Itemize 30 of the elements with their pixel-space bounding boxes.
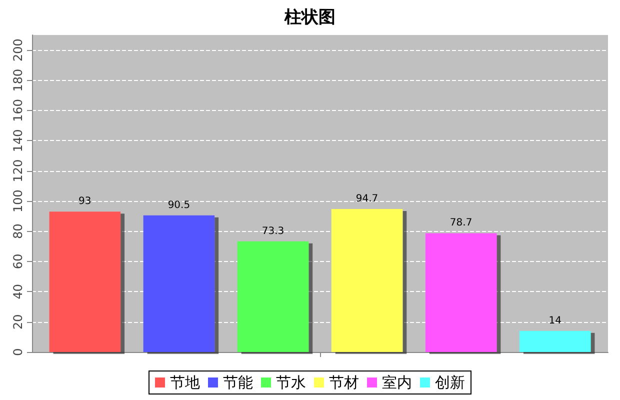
legend-label: 室内: [382, 374, 412, 392]
legend-label: 节水: [276, 374, 306, 392]
y-tick-label: 120: [11, 159, 25, 182]
bar: [49, 212, 121, 352]
chart-title: 柱状图: [284, 8, 336, 28]
legend-label: 节能: [223, 374, 253, 392]
bar: [425, 233, 497, 352]
data-label: 14: [548, 315, 562, 326]
bar: [519, 330, 591, 352]
y-tick-label: 0: [11, 348, 25, 356]
bar: [331, 209, 403, 352]
y-tick-label: 160: [11, 99, 25, 122]
legend-label: 创新: [435, 374, 465, 392]
y-tick-label: 180: [11, 68, 25, 92]
data-label: 94.7: [356, 194, 378, 205]
y-tick-label: 100: [11, 190, 25, 212]
y-tick-label: 200: [11, 38, 25, 62]
legend-label: 节地: [170, 374, 200, 392]
y-tick-label: 140: [11, 129, 25, 152]
y-tick-label: 80: [11, 224, 25, 239]
data-label: 90.5: [168, 200, 190, 211]
y-tick-label: 40: [11, 284, 25, 300]
data-label: 93: [78, 196, 92, 208]
bar: [143, 215, 215, 352]
legend-label: 节材: [329, 374, 359, 392]
data-label: 78.7: [450, 218, 472, 229]
data-label: 73.3: [262, 226, 284, 237]
y-tick-label: 60: [11, 254, 25, 270]
y-tick-label: 20: [11, 314, 25, 330]
bar: [237, 241, 309, 352]
